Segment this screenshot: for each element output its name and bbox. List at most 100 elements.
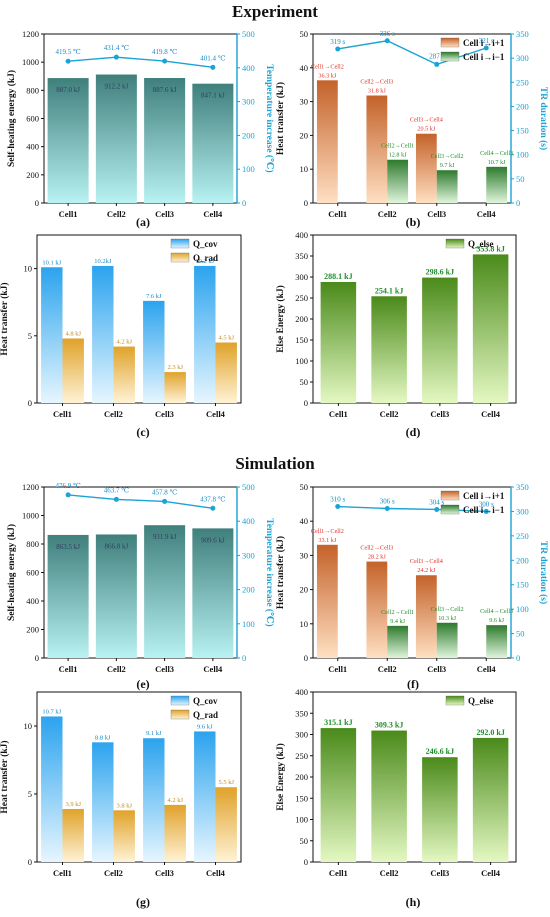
y-tick-label: 600 (26, 568, 39, 578)
bar (192, 83, 234, 203)
x-tick-label: Cell4 (477, 664, 497, 674)
x-tick-label: Cell1 (53, 868, 72, 878)
y-tick-label: 10 (24, 264, 33, 274)
line-point (210, 505, 216, 511)
bar-value-label: 847.1 kJ (201, 92, 225, 100)
simulation-title: Simulation (235, 454, 315, 473)
panel-label: (e) (136, 677, 149, 691)
x-tick-label: Cell3 (430, 409, 449, 419)
x-tick-label: Cell4 (481, 868, 501, 878)
y-tick-label: 0 (28, 857, 32, 867)
bar-value-label: 20.5 kJ (417, 126, 435, 133)
panel-label: (a) (136, 215, 150, 229)
x-tick-label: Cell4 (477, 209, 497, 219)
bar (47, 78, 89, 203)
line-value-label: 310 s (330, 496, 345, 504)
bar-backward (436, 622, 458, 658)
y-tick-label: 200 (295, 772, 308, 782)
y-tick-label: 250 (295, 751, 308, 761)
x-tick-label: Cell4 (203, 664, 223, 674)
y2-axis-label: Temperature increase (℃) (264, 518, 275, 626)
legend-label: Q_else (468, 696, 494, 706)
line-value-label: 419.8 ℃ (152, 48, 178, 56)
x-tick-label: Cell2 (104, 868, 123, 878)
bar-value-label: 254.1 kJ (375, 286, 403, 295)
panel-label: (h) (406, 895, 421, 909)
bar-value-label: 10.3 kJ (438, 615, 456, 622)
legend-swatch (440, 504, 460, 515)
bar-value-label: 912.2 kJ (105, 83, 129, 91)
bar-convection (143, 738, 165, 862)
y2-axis-label: TR duration (s) (538, 87, 549, 150)
line-point (335, 504, 341, 510)
x-tick-label: Cell2 (107, 209, 126, 219)
bar-backward (486, 166, 508, 203)
legend-label: Cell i→i−1 (463, 52, 505, 62)
legend-label: Cell i→i−1 (463, 505, 505, 515)
panel-f: 0 10 20 30 40 50 Heat transfer (kJ) 0 50 100 150 20… (275, 482, 549, 691)
y-tick-label: 10 (300, 619, 309, 629)
y-axis-label: Else Energy (kJ) (275, 743, 286, 811)
y2-tick-label: 500 (242, 29, 255, 39)
line-point (65, 58, 71, 64)
bar-value-label: 24.2 kJ (417, 567, 435, 574)
y-tick-label: 1000 (22, 511, 39, 521)
panel-label: (g) (136, 895, 150, 909)
legend-swatch (170, 252, 190, 263)
x-tick-label: Cell3 (155, 664, 174, 674)
legend-swatch (170, 238, 190, 249)
line-point (162, 498, 168, 504)
bar-value-label: 309.3 kJ (375, 721, 403, 730)
line-value-label: 431.4 ℃ (104, 44, 130, 52)
bar-value-label: Cell4→Cell3 (480, 150, 513, 157)
y-tick-label: 0 (35, 198, 39, 208)
panel-c: 0 5 10 Heat transfer (kJ) Cell1 Cell2 Cell3 Cel… (0, 234, 242, 439)
y-tick-label: 800 (26, 85, 39, 95)
bar-value-label: 4.2 kJ (116, 339, 132, 346)
x-tick-label: Cell1 (53, 409, 72, 419)
y-tick-label: 10 (300, 164, 309, 174)
bar-value-label: 292.0 kJ (476, 728, 504, 737)
x-tick-label: Cell2 (378, 209, 397, 219)
bar-value-label: 9.6 kJ (197, 723, 213, 730)
temperature-line (68, 56, 213, 69)
y-tick-label: 300 (295, 730, 308, 740)
bar-value-label: 315.1 kJ (324, 718, 352, 727)
y-axis-label: Else Energy (kJ) (275, 285, 286, 353)
bar-convection (92, 265, 114, 403)
y2-tick-label: 100 (516, 604, 529, 614)
bar-value-label: 3.9 kJ (65, 801, 81, 808)
x-tick-label: Cell4 (206, 868, 226, 878)
bar-value-label: Cell2→Cell1 (381, 609, 414, 616)
y2-tick-label: 350 (516, 29, 529, 39)
y2-axis-label: Temperature increase (℃) (264, 64, 275, 172)
legend-label: Cell i→i+1 (463, 491, 505, 501)
y2-tick-label: 150 (516, 126, 529, 136)
y2-tick-label: 0 (516, 198, 520, 208)
x-tick-label: Cell2 (380, 868, 399, 878)
bar (144, 77, 186, 203)
y-tick-label: 30 (300, 97, 309, 107)
y-tick-label: 250 (295, 293, 308, 303)
bar-value-label: 909.6 kJ (201, 536, 225, 544)
y2-tick-label: 200 (242, 130, 255, 140)
y2-tick-label: 250 (516, 77, 529, 87)
bar (371, 730, 407, 862)
y-tick-label: 50 (300, 836, 309, 846)
panel-label: (f) (407, 677, 419, 691)
bar-value-label: 9.1 kJ (146, 730, 162, 737)
bar-backward (387, 625, 409, 658)
bar-value-label: 10.2 kJ (195, 258, 214, 265)
panel-label: (d) (406, 425, 421, 439)
bar-convection (143, 300, 165, 403)
bar-value-label: Cell2→Cell1 (381, 143, 414, 150)
x-tick-label: Cell2 (380, 409, 399, 419)
bar-value-label: 9.7 kJ (440, 162, 455, 169)
y2-tick-label: 400 (242, 516, 255, 526)
panel-h: 0 50 100 150 200 250 300 350 400 Else Energy (kJ)… (275, 687, 517, 909)
x-tick-label: Cell1 (59, 664, 78, 674)
line-point (335, 46, 341, 52)
bar (320, 728, 357, 862)
x-tick-label: Cell4 (203, 209, 223, 219)
